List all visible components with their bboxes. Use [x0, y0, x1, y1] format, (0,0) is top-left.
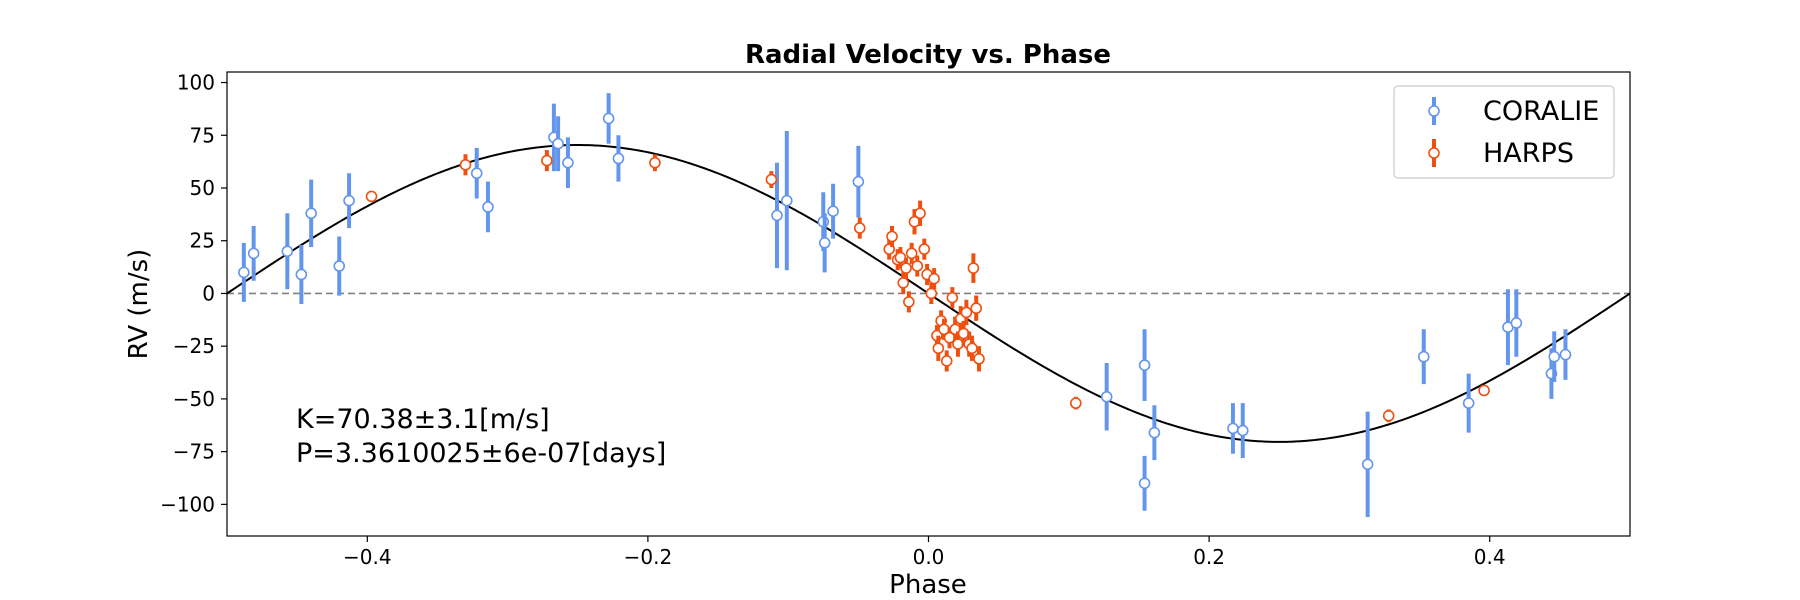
point-harps-3: [649, 156, 661, 169]
point-coralie-24: [1227, 422, 1239, 435]
point-harps-5: [853, 222, 866, 234]
point-harps-13: [905, 247, 918, 260]
point-coralie-10: [552, 137, 564, 150]
y-tick-label: −75: [173, 440, 215, 464]
point-coralie-15: [780, 194, 793, 207]
point-coralie-17: [818, 237, 831, 249]
point-harps-9: [894, 251, 907, 264]
point-harps-25: [940, 355, 953, 367]
legend-entries: CORALIE HARPS: [1428, 96, 1599, 169]
point-coralie-0: [238, 266, 250, 279]
y-tick-label: −100: [160, 492, 215, 516]
point-coralie-22: [1138, 477, 1151, 490]
x-axis-label: Phase: [889, 570, 967, 600]
y-tick-label: 75: [190, 123, 215, 147]
point-harps-37: [973, 353, 985, 365]
chart-title: Radial Velocity vs. Phase: [745, 40, 1111, 70]
point-harps-15: [911, 260, 924, 272]
y-tick-label: 0: [202, 281, 215, 305]
x-tick-label: 0.4: [1474, 545, 1506, 569]
x-axis: −0.4 −0.2 0.0 0.2 0.4: [343, 536, 1506, 569]
y-axis-label: RV (m/s): [124, 249, 154, 360]
point-harps-32: [960, 306, 973, 319]
point-coralie-8: [482, 201, 494, 213]
point-coralie-28: [1462, 397, 1475, 409]
point-harps-10: [897, 277, 910, 289]
point-coralie-11: [562, 156, 574, 169]
point-coralie-30: [1510, 317, 1523, 329]
x-tick-label: 0.2: [1193, 545, 1225, 569]
series-coralie: [238, 93, 1572, 518]
point-harps-34: [966, 342, 978, 355]
point-coralie-4: [305, 207, 317, 220]
x-tick-label: −0.4: [343, 545, 392, 569]
point-coralie-1: [247, 247, 260, 260]
y-tick-label: 100: [177, 71, 215, 95]
point-harps-40: [1478, 384, 1490, 397]
annotation-k: K=70.38±3.1[m/s]: [296, 404, 550, 435]
point-harps-27: [946, 291, 959, 304]
legend-label-coralie: CORALIE: [1483, 96, 1599, 127]
point-coralie-18: [827, 205, 839, 217]
data-series-group: [238, 93, 1572, 518]
legend-label-harps: HARPS: [1483, 138, 1574, 169]
x-tick-label: −0.2: [624, 545, 673, 569]
point-harps-19: [925, 287, 938, 300]
y-tick-label: −25: [173, 334, 215, 358]
point-harps-2: [541, 154, 553, 167]
point-coralie-20: [1100, 390, 1113, 403]
y-axis: 100 75 50 25 0 −25 −50 −75 −100: [160, 71, 227, 516]
point-coralie-3: [295, 268, 308, 281]
series-harps: [365, 150, 1490, 423]
point-harps-7: [886, 230, 898, 243]
legend-marker-harps: [1428, 147, 1440, 159]
point-coralie-33: [1559, 348, 1572, 361]
legend-marker-coralie: [1428, 105, 1440, 117]
point-harps-29: [952, 338, 964, 350]
point-harps-4: [765, 173, 778, 186]
point-harps-0: [365, 190, 378, 203]
point-coralie-6: [343, 194, 355, 207]
point-coralie-13: [612, 152, 625, 165]
point-harps-11: [900, 262, 912, 274]
point-coralie-5: [333, 260, 346, 272]
point-harps-20: [928, 272, 940, 285]
point-harps-22: [932, 342, 945, 355]
annotation-p: P=3.3610025±6e-07[days]: [296, 438, 666, 469]
point-harps-17: [918, 243, 931, 255]
point-coralie-32: [1548, 350, 1561, 363]
y-tick-label: 50: [190, 176, 215, 200]
point-harps-1: [459, 159, 472, 171]
point-coralie-26: [1361, 458, 1374, 471]
point-coralie-2: [281, 245, 294, 258]
y-tick-label: −50: [173, 387, 215, 411]
y-tick-label: 25: [190, 229, 215, 253]
point-harps-16: [914, 207, 926, 220]
point-coralie-7: [470, 167, 483, 180]
point-harps-12: [903, 296, 915, 308]
point-coralie-27: [1417, 350, 1430, 363]
point-coralie-12: [602, 112, 615, 125]
legend: CORALIE HARPS: [1393, 85, 1615, 179]
x-tick-label: 0.0: [913, 545, 945, 569]
point-coralie-21: [1138, 359, 1151, 371]
legend-frame: [1393, 85, 1615, 179]
point-harps-39: [1382, 409, 1395, 422]
point-harps-36: [970, 302, 983, 315]
point-harps-38: [1070, 397, 1082, 409]
point-coralie-25: [1236, 424, 1249, 437]
point-coralie-23: [1148, 426, 1161, 439]
point-coralie-19: [852, 175, 865, 188]
point-coralie-14: [771, 209, 783, 222]
point-harps-35: [967, 262, 980, 274]
point-harps-31: [957, 327, 970, 340]
